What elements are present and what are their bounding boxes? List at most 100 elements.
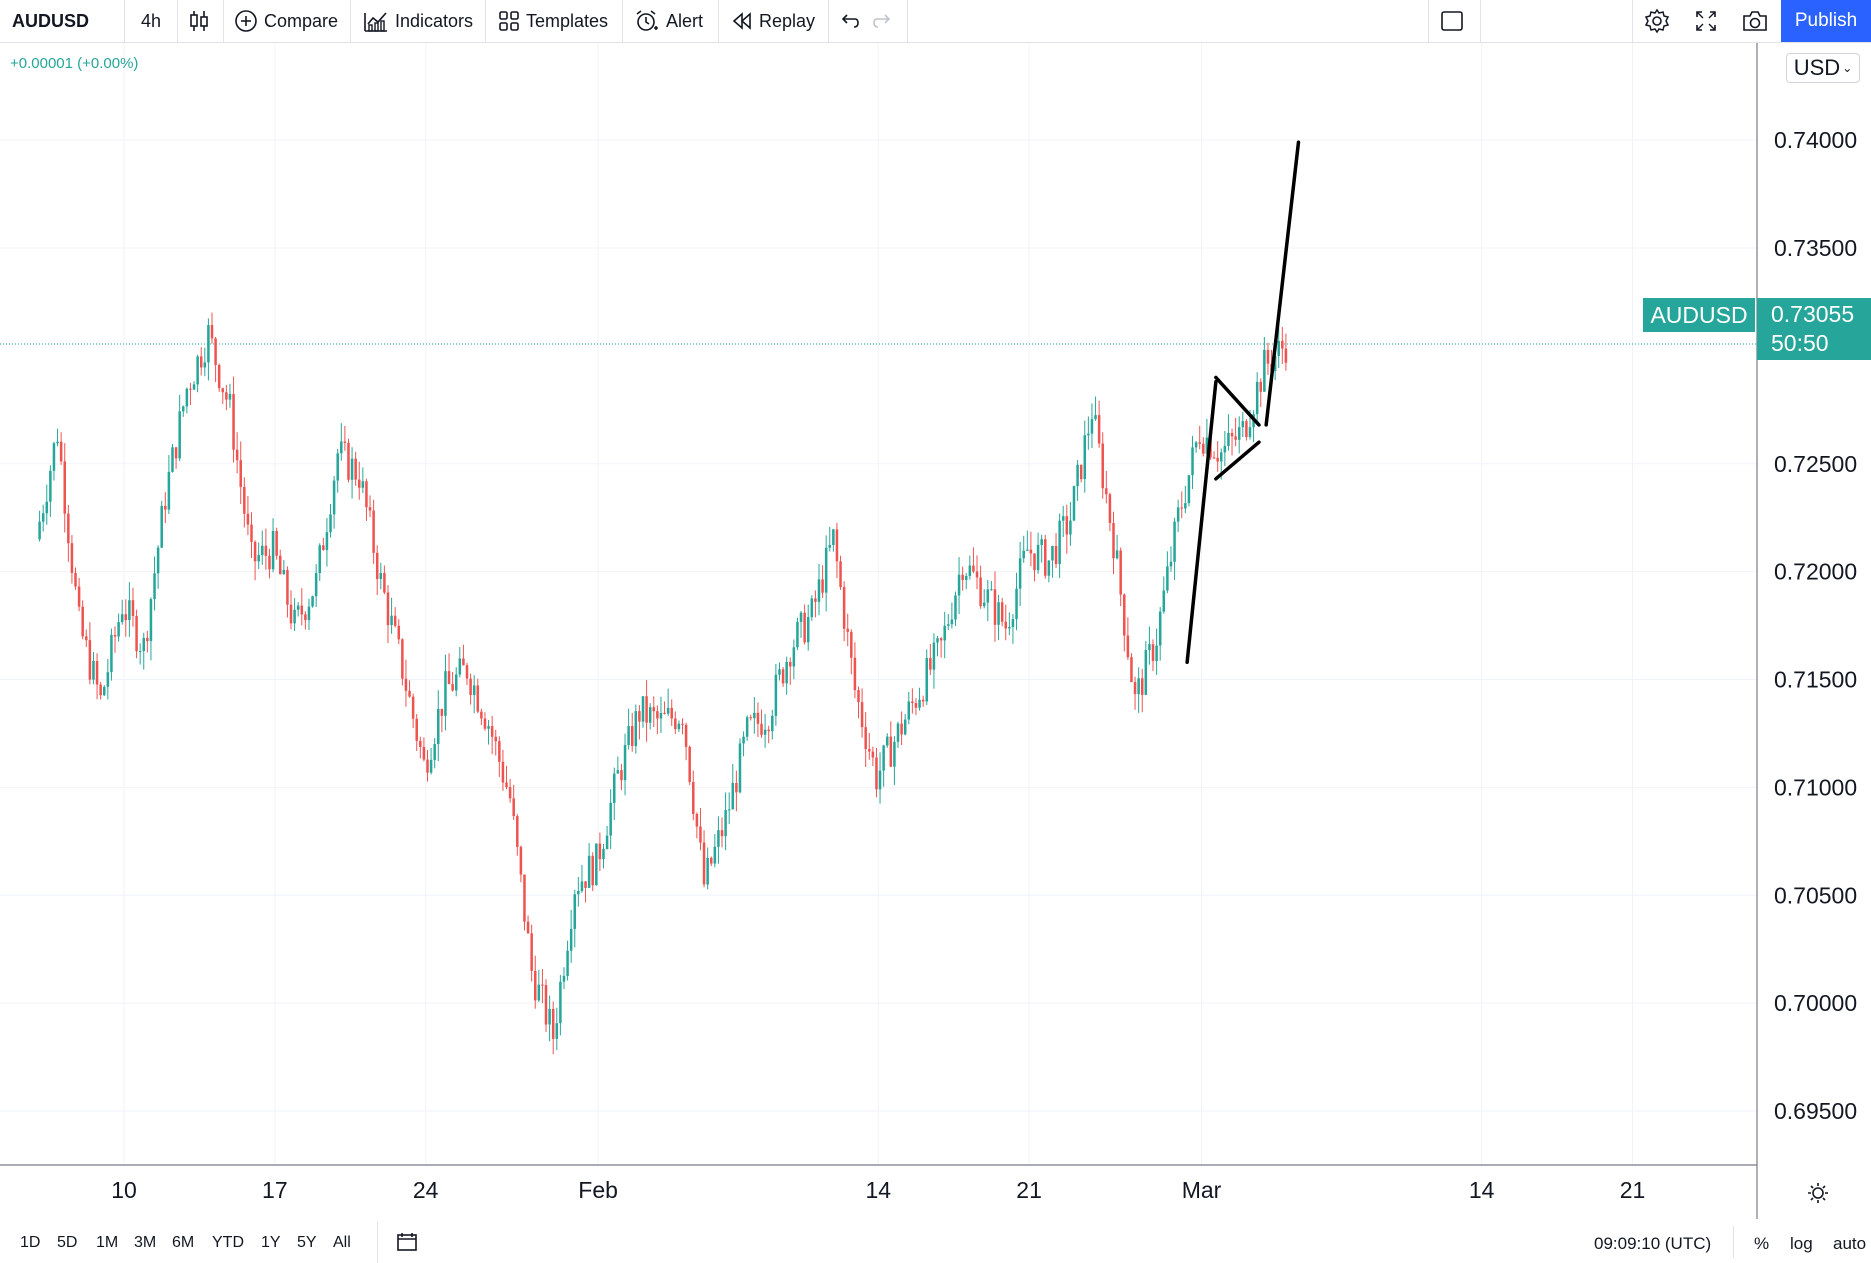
candle-body [483, 718, 487, 729]
time-axis[interactable]: 10 17 24 Feb 14 21 Mar 14 21 [111, 1177, 1645, 1203]
redo-button[interactable] [872, 0, 900, 42]
candle-body [1101, 443, 1104, 489]
candle-body [411, 696, 415, 719]
publish-button[interactable]: Publish [1781, 0, 1871, 42]
trend-line-drawing[interactable] [1214, 440, 1261, 481]
candle-body [900, 723, 903, 735]
currency-select[interactable]: USD ⌄ [1786, 53, 1860, 83]
symbol-search[interactable]: AUDUSD [12, 0, 89, 42]
candle-body [178, 411, 181, 459]
candle-body [537, 984, 541, 1001]
candle-body [724, 809, 727, 837]
undo-button[interactable] [838, 0, 866, 42]
candle-body [713, 846, 717, 864]
candle-body [792, 647, 796, 667]
alert-button[interactable]: Alert [634, 0, 703, 42]
layout-button[interactable] [1440, 0, 1470, 42]
candle-body [512, 798, 515, 817]
divider [350, 0, 351, 42]
axis-settings-button[interactable] [1806, 1181, 1830, 1210]
interval-button[interactable]: 4h [141, 0, 161, 42]
chart-type-button[interactable] [188, 0, 216, 42]
candle-body [1194, 442, 1198, 448]
range-5y[interactable]: 5Y [297, 1234, 317, 1251]
candle-body [1044, 539, 1047, 576]
candle-body [1090, 419, 1094, 434]
auto-scale-toggle[interactable]: auto [1833, 1234, 1867, 1253]
percent-scale-toggle[interactable]: % [1754, 1234, 1770, 1253]
candle-body [1105, 488, 1108, 495]
candle-body [1155, 645, 1158, 662]
candle-body [59, 441, 63, 462]
candle-body [160, 505, 163, 548]
candle-body [67, 513, 70, 544]
candle-body [860, 702, 864, 728]
candle-body [95, 661, 99, 685]
compare-button[interactable]: Compare [234, 0, 338, 42]
last-price-tag: 0.73055 50:50 [1757, 298, 1871, 360]
candle-body [893, 741, 896, 767]
goto-date-button[interactable] [396, 1231, 418, 1258]
range-1m[interactable]: 1M [96, 1234, 119, 1251]
candle-body [986, 589, 990, 603]
range-1y[interactable]: 1Y [261, 1234, 281, 1251]
candle-body [577, 891, 580, 895]
candle-body [336, 453, 339, 481]
divider [223, 0, 224, 42]
range-ytd[interactable]: YTD [212, 1234, 244, 1251]
replay-button[interactable]: Replay [731, 0, 815, 42]
trend-line-drawing[interactable] [1264, 140, 1301, 427]
settings-button[interactable] [1644, 0, 1676, 42]
candle-body [555, 1023, 559, 1039]
candle-body [171, 447, 174, 472]
candle-body [56, 441, 59, 444]
candle-body [638, 711, 641, 722]
price-axis[interactable]: 0.74000 0.73500 0.72500 0.72000 0.71500 0.710… [1774, 127, 1857, 1124]
fullscreen-button[interactable] [1694, 0, 1724, 42]
top-toolbar: AUDUSD 4h Compare Indicators Templates A… [0, 0, 1871, 43]
price-chart[interactable]: 0.74000 0.73500 0.72500 0.72000 0.71500 0.710… [0, 0, 1871, 1222]
log-scale-toggle[interactable]: log [1790, 1234, 1813, 1253]
candle-body [329, 514, 332, 533]
candle-body [1033, 553, 1036, 571]
candle-body [1281, 340, 1284, 349]
candle-body [153, 573, 156, 600]
candle-body [648, 707, 652, 723]
candle-body [943, 625, 946, 641]
drawings[interactable] [1185, 140, 1301, 665]
divider [1480, 0, 1481, 42]
indicators-button[interactable]: Indicators [363, 0, 473, 42]
candle-body [289, 604, 293, 624]
candle-body [982, 602, 986, 607]
candle-body [375, 552, 379, 580]
templates-button[interactable]: Templates [498, 0, 608, 42]
candle-body [939, 638, 943, 641]
candle-body [674, 718, 677, 730]
candle-body [699, 826, 702, 843]
candle-body [814, 598, 817, 602]
range-5d[interactable]: 5D [57, 1234, 78, 1251]
candle-body [1054, 546, 1058, 565]
candle-body [882, 745, 885, 771]
trend-line-drawing[interactable] [1214, 375, 1261, 427]
candle-body [1158, 611, 1162, 646]
snapshot-button[interactable] [1741, 0, 1775, 42]
candle-body [853, 657, 857, 691]
range-3m[interactable]: 3M [134, 1234, 157, 1251]
candle-body [52, 443, 56, 471]
trend-line-drawing[interactable] [1185, 380, 1218, 665]
candle-body [322, 545, 325, 551]
clock[interactable]: 09:09:10 (UTC) [1594, 1234, 1712, 1253]
time-tick-label: 10 [111, 1177, 137, 1203]
range-1d[interactable]: 1D [20, 1234, 41, 1251]
range-6m[interactable]: 6M [172, 1234, 195, 1251]
candle-body [695, 813, 699, 827]
candle-body [386, 592, 390, 626]
candle-body [1162, 590, 1166, 612]
candle-body [383, 572, 386, 593]
candle-body [623, 744, 627, 781]
range-all[interactable]: All [333, 1234, 351, 1251]
candle-body [228, 394, 232, 400]
candle-body [1065, 516, 1069, 535]
candle-body [85, 636, 88, 641]
